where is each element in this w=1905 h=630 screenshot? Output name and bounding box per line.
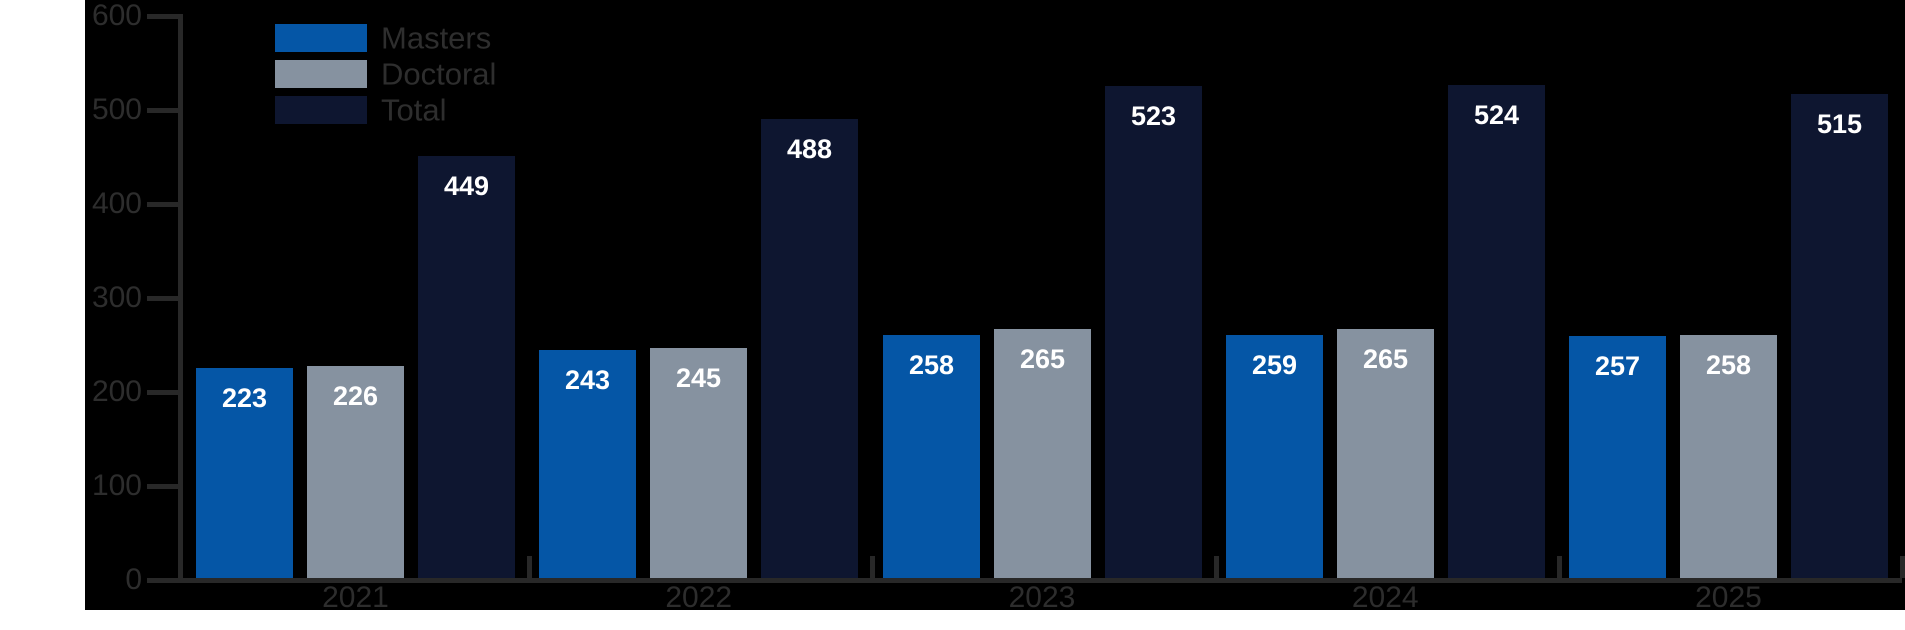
x-boundary-tick xyxy=(1556,556,1562,578)
bar-value-label: 515 xyxy=(1816,109,1863,139)
bar-doctoral-2025 xyxy=(1680,335,1777,578)
legend-label-total: Total xyxy=(381,92,447,128)
y-tick xyxy=(147,14,178,19)
y-tick xyxy=(147,578,178,583)
legend-swatch-doctoral xyxy=(275,60,367,88)
bar-value-label: 258 xyxy=(908,350,955,380)
y-tick-label: 100 xyxy=(91,469,142,502)
bar-value-label: 223 xyxy=(221,383,268,413)
bar-total-2025 xyxy=(1791,94,1888,578)
x-tick-label-2022: 2022 xyxy=(665,581,733,614)
x-tick-label-2024: 2024 xyxy=(1351,581,1419,614)
bar-value-label: 259 xyxy=(1251,350,1298,380)
bar-value-label: 243 xyxy=(564,365,611,395)
legend-swatch-masters xyxy=(275,24,367,52)
y-tick xyxy=(147,390,178,395)
bar-value-label: 257 xyxy=(1594,351,1641,381)
bar-total-2024 xyxy=(1448,85,1545,578)
x-boundary-tick xyxy=(1900,556,1905,578)
x-tick-label-2025: 2025 xyxy=(1695,581,1762,614)
y-tick-label: 0 xyxy=(125,563,142,596)
bar-value-label: 265 xyxy=(1362,344,1409,374)
x-tick-label-2023: 2023 xyxy=(1008,581,1076,614)
y-axis xyxy=(178,14,183,583)
y-tick-label: 300 xyxy=(91,281,142,314)
y-tick-label: 400 xyxy=(91,187,142,220)
chart-plot-area: 0 100 200 300 400 500 600 223 243 258 259 257 226 245… xyxy=(85,0,1905,614)
y-tick xyxy=(147,296,178,301)
bar-value-label: 488 xyxy=(786,134,833,164)
bar-value-label: 449 xyxy=(443,171,490,201)
bar-value-label: 245 xyxy=(675,363,722,393)
y-tick xyxy=(147,484,178,489)
x-boundary-tick xyxy=(527,556,532,578)
bar-value-label: 524 xyxy=(1473,100,1520,130)
y-tick-label: 600 xyxy=(91,0,142,32)
bar-masters-2023 xyxy=(883,335,980,578)
bar-doctoral-2022 xyxy=(650,348,747,578)
legend-label-doctoral: Doctoral xyxy=(381,56,497,92)
legend-label-masters: Masters xyxy=(381,20,492,56)
bar-doctoral-2024 xyxy=(1337,329,1434,578)
x-boundary-tick xyxy=(1213,556,1219,578)
bar-total-2021 xyxy=(418,156,515,578)
bar-total-2023 xyxy=(1105,86,1202,578)
bar-masters-2025 xyxy=(1569,336,1666,578)
bar-value-label: 523 xyxy=(1130,101,1177,131)
x-boundary-tick xyxy=(870,556,876,578)
bar-doctoral-2021 xyxy=(307,366,404,578)
x-tick-label-2021: 2021 xyxy=(322,581,389,614)
bar-value-label: 226 xyxy=(332,381,379,411)
bar-doctoral-2023 xyxy=(994,329,1091,578)
y-tick xyxy=(147,108,178,113)
y-tick xyxy=(147,202,178,207)
y-tick-label: 200 xyxy=(91,375,142,408)
x-axis xyxy=(178,578,1902,583)
bar-masters-2024 xyxy=(1226,335,1323,578)
y-tick-label: 500 xyxy=(91,93,142,126)
bar-masters-2021 xyxy=(196,368,293,578)
bar-masters-2022 xyxy=(539,350,636,578)
bar-value-label: 258 xyxy=(1705,350,1752,380)
legend-swatch-total xyxy=(275,96,367,124)
bar-value-label: 265 xyxy=(1019,344,1066,374)
bar-total-2022 xyxy=(761,119,858,578)
